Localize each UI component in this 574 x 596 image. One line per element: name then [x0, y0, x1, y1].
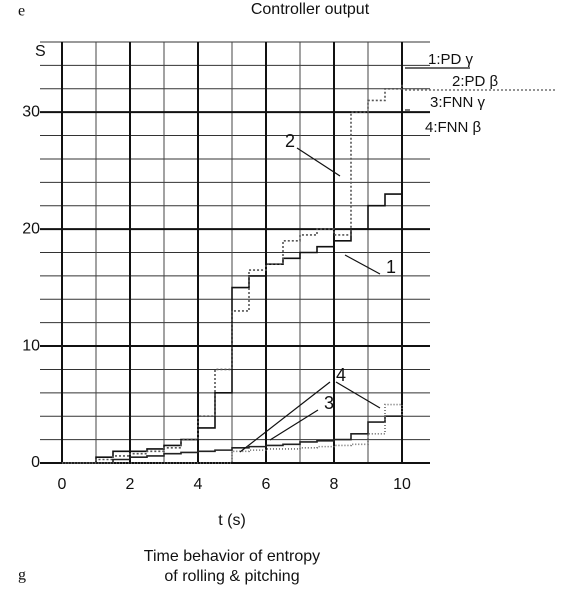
annotation: 4 [336, 365, 346, 385]
annotation: 2 [285, 131, 295, 151]
legend-label: 1:PD γ [428, 51, 474, 68]
leader-line [344, 254, 381, 275]
y-tick-label: 10 [22, 337, 40, 354]
caption: Time behavior of entropy [144, 548, 320, 565]
leader-line [296, 147, 341, 177]
series-line [62, 82, 403, 464]
x-tick-label: 0 [58, 476, 67, 493]
x-tick-label: 10 [393, 476, 411, 493]
y-axis-label: S [35, 43, 46, 60]
series-line [62, 403, 403, 464]
x-tick-label: 4 [194, 476, 203, 493]
annotation: 1 [386, 257, 396, 277]
panel-letter: e [18, 3, 25, 20]
legend-label: 4:FNN β [425, 119, 482, 136]
y-tick-label: 0 [31, 454, 40, 471]
series-line [62, 415, 402, 464]
y-tick-label: 30 [22, 103, 40, 120]
leader-line [335, 381, 381, 409]
chart-title: Controller output [251, 1, 370, 18]
x-tick-label: 2 [126, 476, 135, 493]
x-tick-label: 6 [262, 476, 271, 493]
leader-line [269, 409, 319, 441]
caption: of rolling & pitching [164, 568, 299, 585]
annotation: 3 [324, 393, 334, 413]
y-tick-label: 20 [22, 220, 40, 237]
legend-label: 2:PD β [452, 73, 499, 90]
series-line [62, 193, 402, 464]
x-axis-label: t (s) [218, 512, 246, 529]
x-tick-label: 8 [330, 476, 339, 493]
leader-line [239, 381, 331, 453]
panel-letter: g [18, 567, 26, 584]
legend-label: 3:FNN γ [430, 94, 486, 111]
